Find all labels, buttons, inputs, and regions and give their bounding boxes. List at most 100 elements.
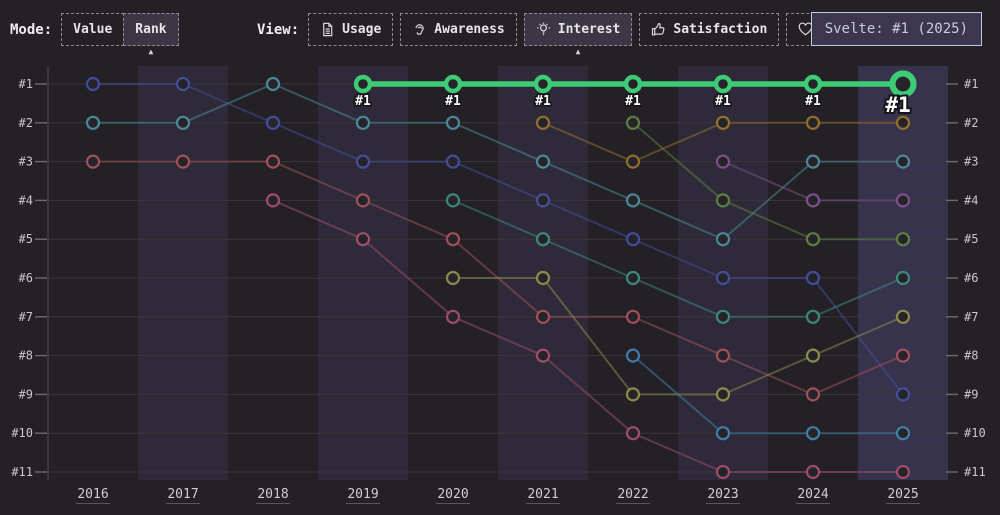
data-point-svelte-2019[interactable] <box>353 74 373 94</box>
x-axis-year-label[interactable]: 2019 <box>347 487 378 502</box>
data-point-red-2021[interactable] <box>535 309 551 324</box>
data-point-sky-blue-2023[interactable] <box>715 426 731 441</box>
data-point-teal-green-2025[interactable] <box>895 270 911 286</box>
data-point-blue-2023[interactable] <box>715 270 731 286</box>
data-point-olive-2022[interactable] <box>625 387 641 402</box>
data-point-blue-2025[interactable] <box>895 387 911 402</box>
data-point-teal-green-2022[interactable] <box>625 270 641 286</box>
data-point-teal-2021[interactable] <box>535 154 551 169</box>
data-point-olive-2025[interactable] <box>895 309 911 324</box>
data-point-svelte-2022[interactable] <box>623 74 643 94</box>
data-point-svelte-2020[interactable] <box>443 74 463 94</box>
data-point-teal-2018[interactable] <box>265 76 281 92</box>
data-point-blue-2021[interactable] <box>535 193 551 208</box>
data-point-amber-2021[interactable] <box>535 115 551 130</box>
data-point-purple-2025[interactable] <box>895 193 911 208</box>
data-point-red-2019[interactable] <box>355 193 371 208</box>
mode-button-rank[interactable]: Rank ▲ <box>123 13 179 56</box>
x-axis-year-label[interactable]: 2016 <box>77 487 108 502</box>
data-point-svelte-2025[interactable] <box>889 70 917 98</box>
view-button-label: Awareness <box>434 22 505 37</box>
x-axis-year-label[interactable]: 2018 <box>257 487 288 502</box>
data-point-dark-green-2024[interactable] <box>805 232 821 247</box>
x-axis-year-label[interactable]: 2021 <box>527 487 558 502</box>
x-axis-year-label[interactable]: 2020 <box>437 487 468 502</box>
view-button-awareness[interactable]: Awareness <box>400 13 517 46</box>
series-line-dark-green <box>632 122 903 241</box>
rank-point-label: #1 <box>625 94 641 109</box>
data-point-dark-green-2022[interactable] <box>625 115 641 130</box>
data-point-blue-2018[interactable] <box>265 115 281 130</box>
data-point-red-2016[interactable] <box>85 154 101 169</box>
data-point-amber-2023[interactable] <box>715 115 731 130</box>
data-point-pink-2025[interactable] <box>895 464 911 480</box>
data-point-dark-green-2023[interactable] <box>715 193 731 208</box>
data-point-blue-2016[interactable] <box>85 76 101 92</box>
data-point-teal-2024[interactable] <box>805 154 821 169</box>
mode-button-value[interactable]: Value <box>61 13 125 46</box>
data-point-teal-2022[interactable] <box>625 193 641 208</box>
data-point-pink-2023[interactable] <box>715 464 731 480</box>
data-point-sky-blue-2022[interactable] <box>625 348 641 363</box>
data-point-purple-2024[interactable] <box>805 193 821 208</box>
data-point-blue-2022[interactable] <box>625 232 641 247</box>
view-button-interest[interactable]: Interest ▲ <box>523 13 633 56</box>
data-point-red-2017[interactable] <box>175 154 191 169</box>
data-point-teal-2017[interactable] <box>175 115 191 130</box>
data-point-teal-green-2020[interactable] <box>445 193 461 208</box>
data-point-svelte-2023[interactable] <box>713 74 733 94</box>
data-point-pink-2024[interactable] <box>805 464 821 480</box>
data-point-teal-2025[interactable] <box>895 154 911 169</box>
data-point-sky-blue-2024[interactable] <box>805 426 821 441</box>
data-point-dark-green-2025[interactable] <box>895 232 911 247</box>
year-band-2017 <box>138 66 228 480</box>
mode-button-label: Rank <box>135 22 167 37</box>
view-button-satisfaction[interactable]: Satisfaction <box>639 13 780 46</box>
data-point-purple-2023[interactable] <box>715 154 731 169</box>
x-axis-year-label[interactable]: 2023 <box>707 487 738 502</box>
data-point-teal-green-2021[interactable] <box>535 232 551 247</box>
data-point-teal-2019[interactable] <box>355 115 371 130</box>
data-point-olive-2023[interactable] <box>715 387 731 402</box>
data-point-red-2022[interactable] <box>625 309 641 324</box>
data-point-teal-green-2024[interactable] <box>805 309 821 324</box>
data-point-amber-2022[interactable] <box>625 154 641 169</box>
data-point-teal-green-2023[interactable] <box>715 309 731 324</box>
data-point-svelte-2021[interactable] <box>533 74 553 94</box>
data-point-red-2023[interactable] <box>715 348 731 363</box>
x-axis-year-label[interactable]: 2017 <box>167 487 198 502</box>
data-point-amber-2025[interactable] <box>895 115 911 130</box>
data-point-red-2018[interactable] <box>265 154 281 169</box>
data-point-teal-2016[interactable] <box>85 115 101 130</box>
data-point-red-2020[interactable] <box>445 232 461 247</box>
data-point-teal-2020[interactable] <box>445 115 461 130</box>
document-icon <box>320 22 335 37</box>
data-point-red-2025[interactable] <box>895 348 911 363</box>
data-point-svelte-2024[interactable] <box>803 74 823 94</box>
data-point-blue-2024[interactable] <box>805 270 821 286</box>
x-axis-year-label[interactable]: 2022 <box>617 487 648 502</box>
data-point-olive-2021[interactable] <box>535 270 551 286</box>
data-point-pink-2022[interactable] <box>625 426 641 441</box>
view-button-usage[interactable]: Usage <box>308 13 394 46</box>
data-point-amber-2024[interactable] <box>805 115 821 130</box>
data-point-pink-2021[interactable] <box>535 348 551 363</box>
data-point-blue-2019[interactable] <box>355 154 371 169</box>
data-point-olive-2024[interactable] <box>805 348 821 363</box>
data-point-blue-2017[interactable] <box>175 76 191 92</box>
rank-label-left: #9 <box>19 387 33 401</box>
data-point-pink-2019[interactable] <box>355 232 371 247</box>
ear-icon <box>412 22 427 37</box>
rank-label-left: #3 <box>19 155 33 169</box>
data-point-pink-2020[interactable] <box>445 309 461 324</box>
data-point-blue-2020[interactable] <box>445 154 461 169</box>
data-point-sky-blue-2025[interactable] <box>895 426 911 441</box>
data-point-teal-2023[interactable] <box>715 232 731 247</box>
data-point-olive-2020[interactable] <box>445 270 461 286</box>
data-point-red-2024[interactable] <box>805 387 821 402</box>
x-axis-year-label[interactable]: 2025 <box>887 487 918 502</box>
data-point-pink-2018[interactable] <box>265 193 281 208</box>
x-axis-year-label[interactable]: 2024 <box>797 487 828 502</box>
rank-label-left: #5 <box>19 232 33 246</box>
